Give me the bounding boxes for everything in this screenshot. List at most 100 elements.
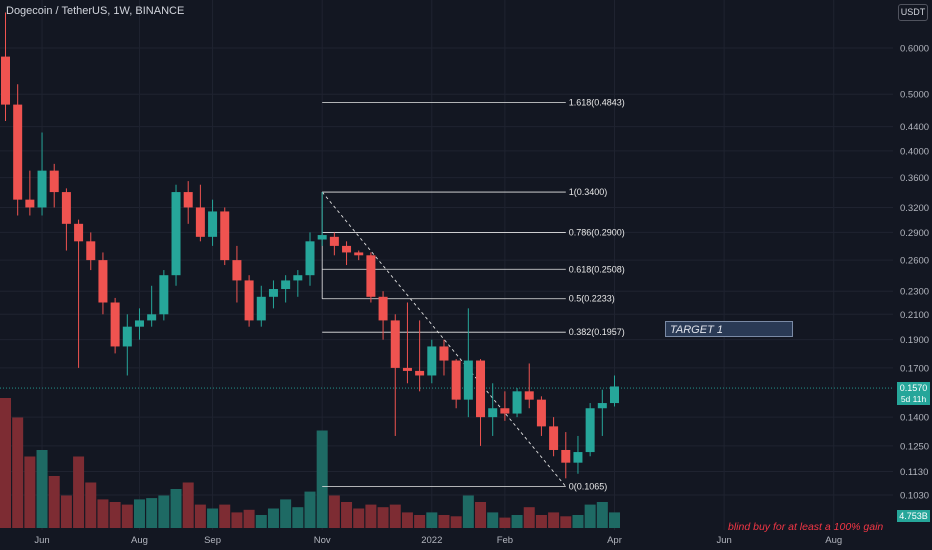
candle-body [415,370,425,376]
candle-body [61,192,71,224]
volume-bar [450,516,462,528]
candle-body [220,211,230,261]
date-tick-label: Aug [131,535,148,546]
annotation-note: blind buy for at least a 100% gain [728,521,884,533]
volume-bar [304,491,316,528]
volume-bar [414,515,426,528]
date-tick-label: Jun [34,535,49,546]
candle-body [110,302,120,347]
candle-body [427,346,437,376]
candle-body [86,241,96,261]
candlestick-series [1,12,619,479]
fib-level-label: 0.618(0.2508) [569,264,625,274]
candle-body [610,386,619,404]
candle-body [366,255,376,297]
volume-bar [170,489,182,528]
fib-retracement[interactable]: 1.618(0.4843) 1(0.3400) 0.786(0.2900) 0.618… [321,97,625,492]
volume-bar [194,504,206,528]
volume-bar [389,504,401,528]
price-tick-label: 0.1400 [900,413,929,424]
candle-body [476,360,486,418]
candle-body [49,170,59,193]
last-price-tag: 0.1570 [897,382,930,394]
volume-bar [292,507,304,528]
fib-level-label: 0(0.1065) [569,482,608,492]
candle-body [512,391,522,414]
candle-body [305,241,315,276]
candle-body [293,275,303,281]
volume-bar [12,417,24,528]
volume-bar [121,504,133,528]
date-tick-label: Nov [314,535,331,546]
volume-bars [0,398,620,528]
candle-body [74,223,84,242]
currency-badge[interactable]: USDT [898,4,928,21]
candle-body [561,449,571,463]
candle-body [317,235,327,240]
candle-body [134,320,144,327]
volume-bar [401,512,413,528]
price-tick-label: 0.2900 [900,228,929,239]
date-tick-label: Jun [716,535,731,546]
date-tick-label: Feb [497,535,513,546]
volume-bar [365,504,377,528]
candle-body [524,391,534,400]
volume-bar [133,499,145,528]
price-tick-label: 0.5000 [900,90,929,101]
volume-bar [523,507,535,528]
price-axis[interactable]: 0.6000 0.5000 0.4400 0.4000 0.3600 0.3200 0.29… [893,0,932,550]
volume-tag: 4.753B [897,510,930,522]
volume-bar [158,495,170,528]
volume-bar [584,504,596,528]
fib-level-label: 0.382(0.1957) [569,327,625,337]
candle-body [159,275,169,315]
candle-body [1,56,10,105]
fib-level-label: 1(0.3400) [569,187,608,197]
volume-bar [511,515,523,528]
fib-level-label: 0.5(0.2233) [569,294,615,304]
price-tick-label: 0.4000 [900,146,929,157]
bar-countdown-tag: 5d 11h [897,394,930,405]
price-tick-label: 0.2300 [900,287,929,298]
date-tick-label: Apr [607,535,622,546]
date-tick-label: Aug [825,535,842,546]
candle-body [37,170,47,208]
price-tick-label: 0.6000 [900,44,929,55]
candle-body [232,260,242,281]
candle-body [536,399,546,427]
candle-body [329,236,339,246]
price-tick-label: 0.3200 [900,203,929,214]
date-tick-label: 2022 [421,535,442,546]
candle-body [378,296,388,321]
target-label[interactable]: TARGET 1 [665,321,793,337]
volume-bar [316,430,328,528]
candle-body [183,192,193,208]
candle-body [244,280,254,321]
price-tick-label: 0.1130 [900,467,928,478]
volume-bar [499,517,511,528]
volume-bar [353,508,365,528]
candle-body [98,260,108,303]
price-tick-label: 0.2600 [900,256,929,267]
volume-bar [328,495,340,528]
volume-bar [341,502,353,528]
candle-body [195,207,205,237]
volume-bar [48,476,60,528]
time-axis[interactable]: Jun Aug Sep Nov 2022 Feb Apr Jun Aug [34,535,842,546]
price-tick-label: 0.2100 [900,310,929,321]
price-tick-label: 0.3600 [900,173,929,184]
volume-bar [572,515,584,528]
candle-body [402,367,412,371]
date-tick-label: Sep [204,535,221,546]
volume-bar [36,450,48,528]
grid-lines [0,0,893,530]
price-tick-label: 0.1700 [900,363,929,374]
volume-bar [231,512,243,528]
symbol-title[interactable]: Dogecoin / TetherUS, 1W, BINANCE [6,5,185,17]
volume-bar [487,512,499,528]
candle-body [439,346,449,361]
volume-bar [207,508,219,528]
volume-bar [97,499,109,528]
candle-body [573,452,583,463]
